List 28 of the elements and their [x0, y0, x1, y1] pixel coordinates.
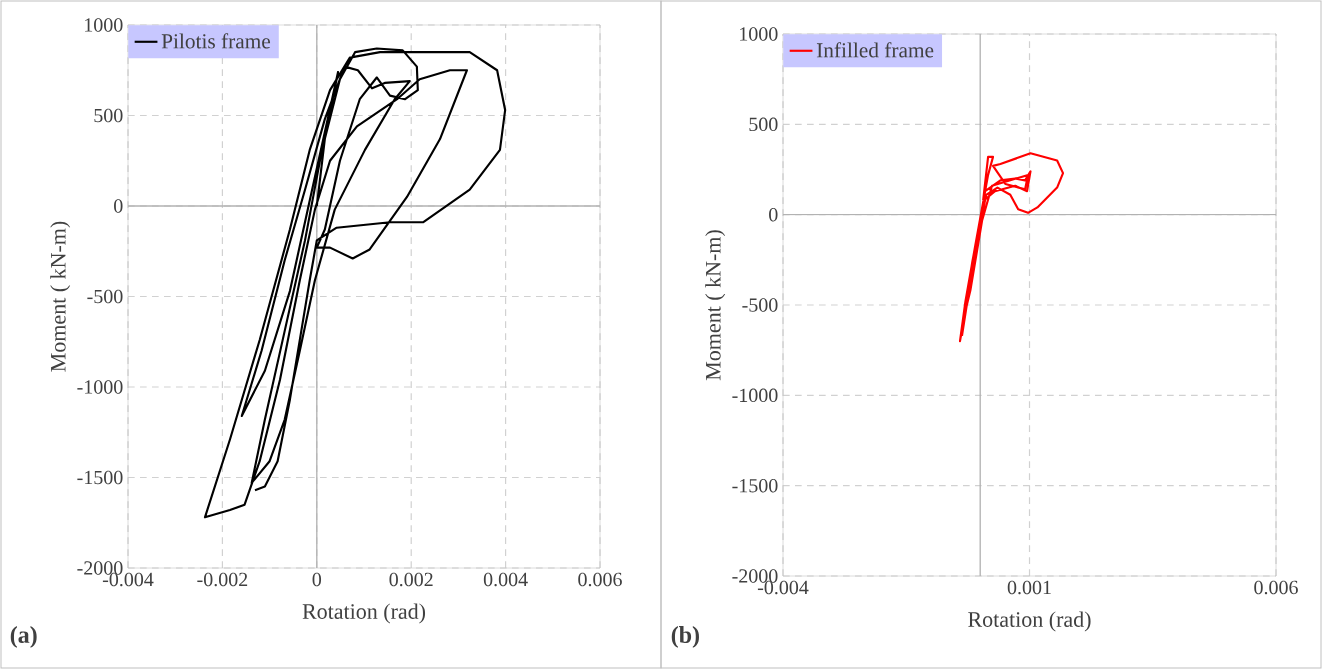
text: (a) [10, 626, 37, 648]
line-series [958, 152, 1065, 343]
y-tick-label: -1000 [732, 388, 778, 403]
y-tick-label: -1500 [77, 470, 123, 485]
y-tick-label: 0 [769, 207, 778, 222]
x-axis-title: Rotation (rad) [302, 603, 426, 624]
x-tick-label: 0.001 [1007, 580, 1051, 595]
y-tick-label: 1000 [740, 27, 778, 41]
y-tick-label: 0 [114, 199, 123, 213]
x-tick-label: 0.006 [1254, 580, 1298, 595]
legend-label: Pilotis frame [161, 33, 271, 49]
x-tick-label: 0.006 [578, 572, 622, 587]
y-tick-label: -500 [87, 289, 123, 304]
y-tick-label: -1500 [732, 478, 778, 493]
x-tick-label: 0.004 [483, 572, 528, 587]
y-axis-title: Moment ( kN-m) [705, 230, 726, 381]
x-tick-label: 0.002 [389, 572, 433, 587]
text: (b) [671, 626, 699, 648]
legend-label: Infilled frame [816, 42, 934, 58]
y-tick-label: -500 [742, 298, 778, 312]
y-tick-label: -1000 [77, 380, 123, 394]
y-tick-label: 500 [94, 108, 123, 123]
y-tick-label: 500 [749, 117, 778, 132]
x-axis-title: Rotation (rad) [968, 611, 1091, 632]
x-tick-label: 0 [312, 572, 322, 587]
y-tick-label: 1000 [85, 18, 123, 32]
y-axis-title: Moment ( kN-m) [50, 221, 71, 372]
x-tick-label: -0.002 [197, 572, 248, 587]
